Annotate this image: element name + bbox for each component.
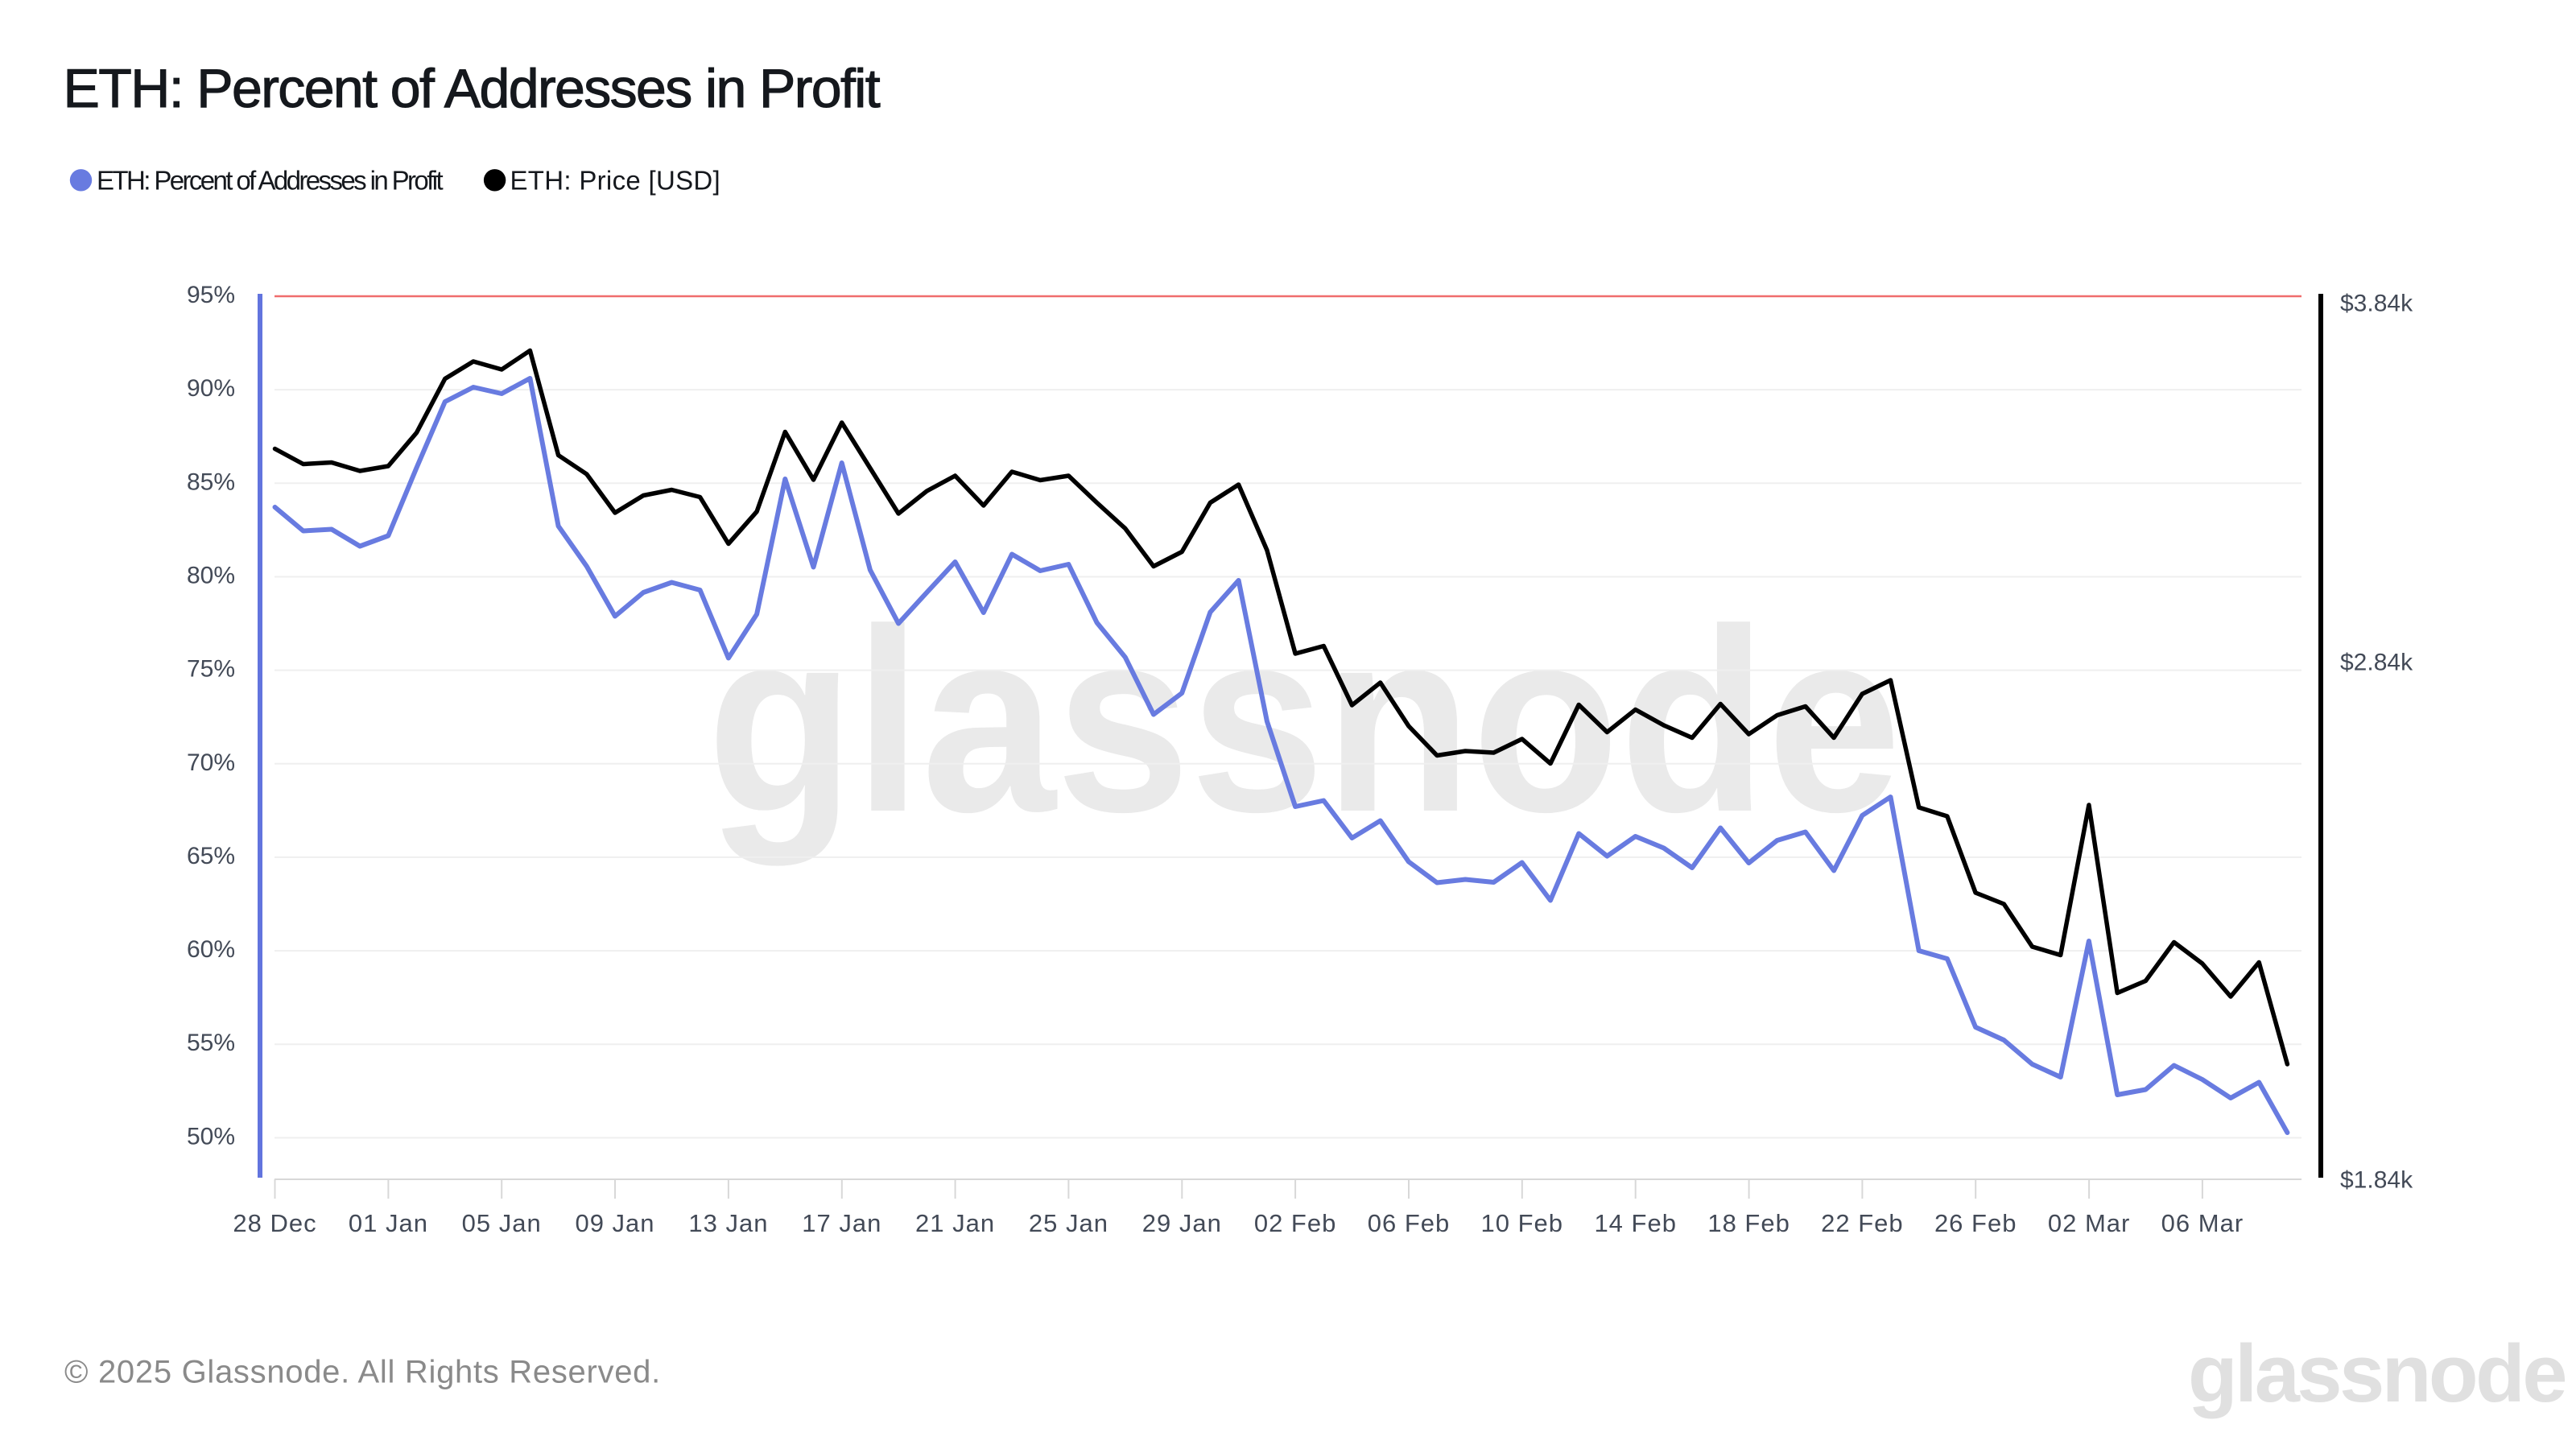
svg-text:$2.84k: $2.84k [2340, 650, 2413, 676]
svg-text:$1.84k: $1.84k [2340, 1167, 2413, 1194]
svg-text:glassnode: glassnode [2188, 1329, 2565, 1419]
svg-text:ETH: Price [USD]: ETH: Price [USD] [510, 166, 721, 196]
svg-text:09 Jan: 09 Jan [575, 1209, 654, 1237]
svg-text:ETH: Percent of Addresses in P: ETH: Percent of Addresses in Profit [64, 58, 881, 119]
svg-text:85%: 85% [187, 469, 235, 495]
svg-text:26 Feb: 26 Feb [1934, 1209, 2017, 1237]
svg-text:ETH: Percent of Addresses in P: ETH: Percent of Addresses in Profit [97, 166, 443, 196]
svg-text:06 Mar: 06 Mar [2161, 1209, 2244, 1237]
svg-text:glassnode: glassnode [707, 575, 1901, 868]
svg-text:65%: 65% [187, 843, 235, 869]
svg-text:70%: 70% [187, 749, 235, 776]
svg-text:21 Jan: 21 Jan [915, 1209, 995, 1237]
svg-text:05 Jan: 05 Jan [462, 1209, 542, 1237]
svg-text:90%: 90% [187, 375, 235, 402]
svg-text:02 Mar: 02 Mar [2048, 1209, 2130, 1237]
svg-text:01 Jan: 01 Jan [349, 1209, 428, 1237]
svg-text:50%: 50% [187, 1123, 235, 1150]
svg-text:29 Jan: 29 Jan [1142, 1209, 1222, 1237]
svg-text:17 Jan: 17 Jan [802, 1209, 881, 1237]
svg-text:55%: 55% [187, 1030, 235, 1056]
svg-text:$3.84k: $3.84k [2340, 291, 2413, 317]
svg-text:75%: 75% [187, 656, 235, 683]
svg-text:13 Jan: 13 Jan [688, 1209, 768, 1237]
svg-text:18 Feb: 18 Feb [1707, 1209, 1790, 1237]
svg-text:© 2025 Glassnode. All Rights R: © 2025 Glassnode. All Rights Reserved. [64, 1355, 661, 1390]
svg-text:95%: 95% [187, 282, 235, 308]
svg-text:14 Feb: 14 Feb [1594, 1209, 1677, 1237]
svg-text:10 Feb: 10 Feb [1481, 1209, 1564, 1237]
svg-text:25 Jan: 25 Jan [1029, 1209, 1108, 1237]
svg-text:02 Feb: 02 Feb [1254, 1209, 1337, 1237]
svg-text:22 Feb: 22 Feb [1821, 1209, 1904, 1237]
svg-text:28 Dec: 28 Dec [233, 1209, 316, 1237]
svg-text:80%: 80% [187, 563, 235, 589]
svg-text:06 Feb: 06 Feb [1368, 1209, 1451, 1237]
svg-text:60%: 60% [187, 936, 235, 963]
